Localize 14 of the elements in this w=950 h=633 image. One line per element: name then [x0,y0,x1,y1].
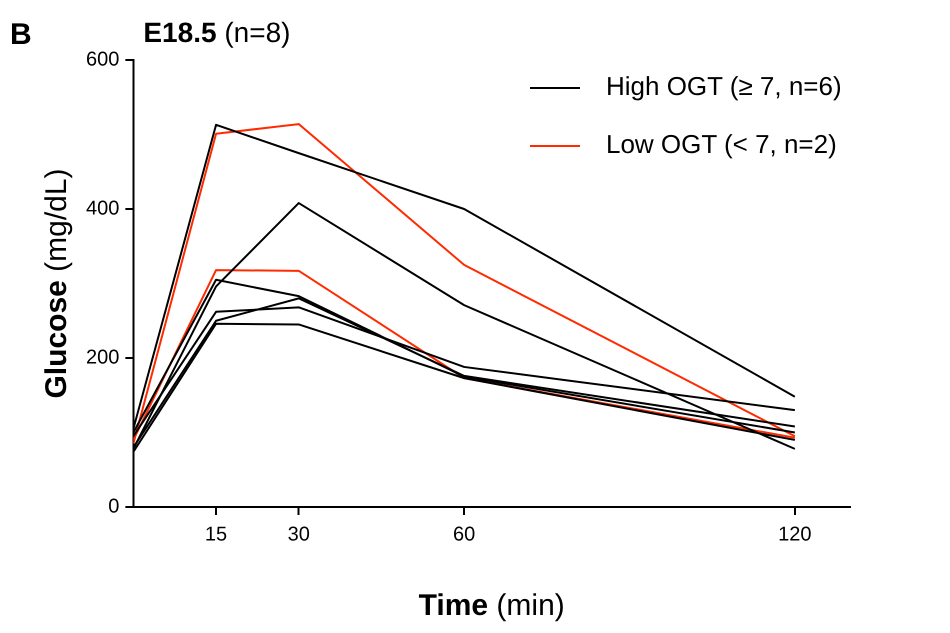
y-tick-label: 200 [86,346,120,369]
y-axis-title: Glucose (mg/dL) [40,168,73,399]
x-tick-label: 30 [288,524,310,546]
y-tick-label: 400 [86,198,120,220]
chart-title: E18.5 (n=8) [143,17,290,48]
y-tick-label: 0 [108,496,120,518]
legend-label: High OGT (≥ 7, n=6) [606,71,842,102]
x-tick-label: 120 [778,524,812,546]
text: B [10,18,32,51]
legend-label: Low OGT (< 7, n=2) [606,129,837,160]
y-tick-label: 600 [86,48,120,71]
x-tick-label: 15 [204,524,228,546]
x-axis-title: Time (min) [418,589,565,622]
x-tick-label: 60 [452,524,476,546]
